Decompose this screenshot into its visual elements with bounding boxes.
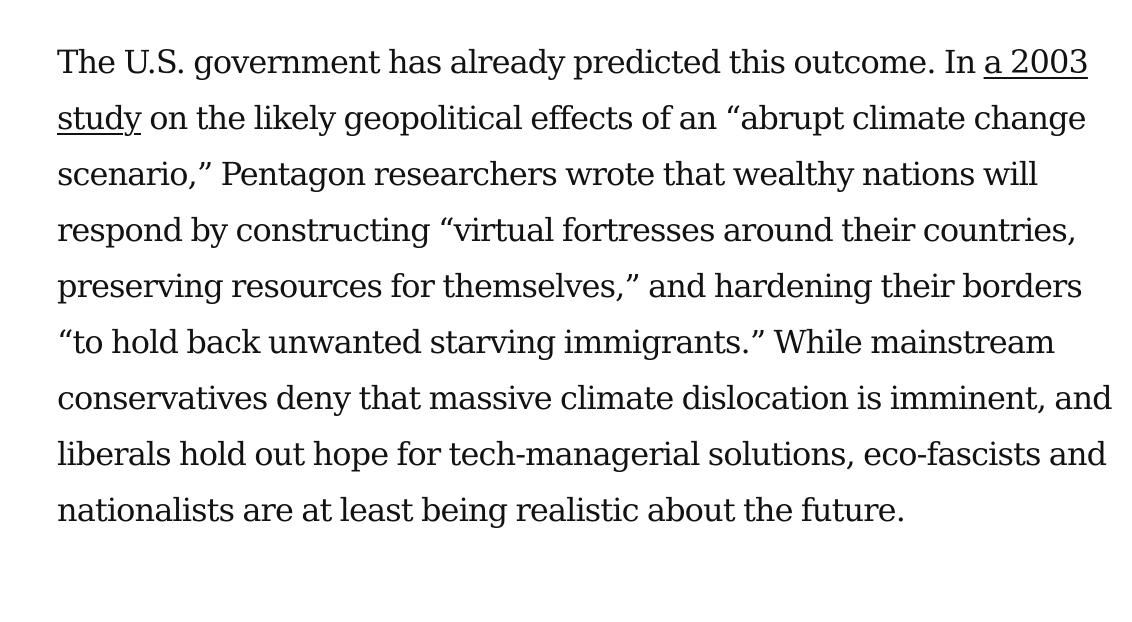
study-link[interactable]: a 2003 study [57,43,1089,137]
paragraph-text-before-link: The U.S. government has already predicte… [57,43,984,81]
article-body: The U.S. government has already predicte… [57,34,1122,538]
article-paragraph: The U.S. government has already predicte… [57,34,1122,538]
paragraph-text-after-link: on the likely geopolitical effects of an… [57,99,1113,529]
